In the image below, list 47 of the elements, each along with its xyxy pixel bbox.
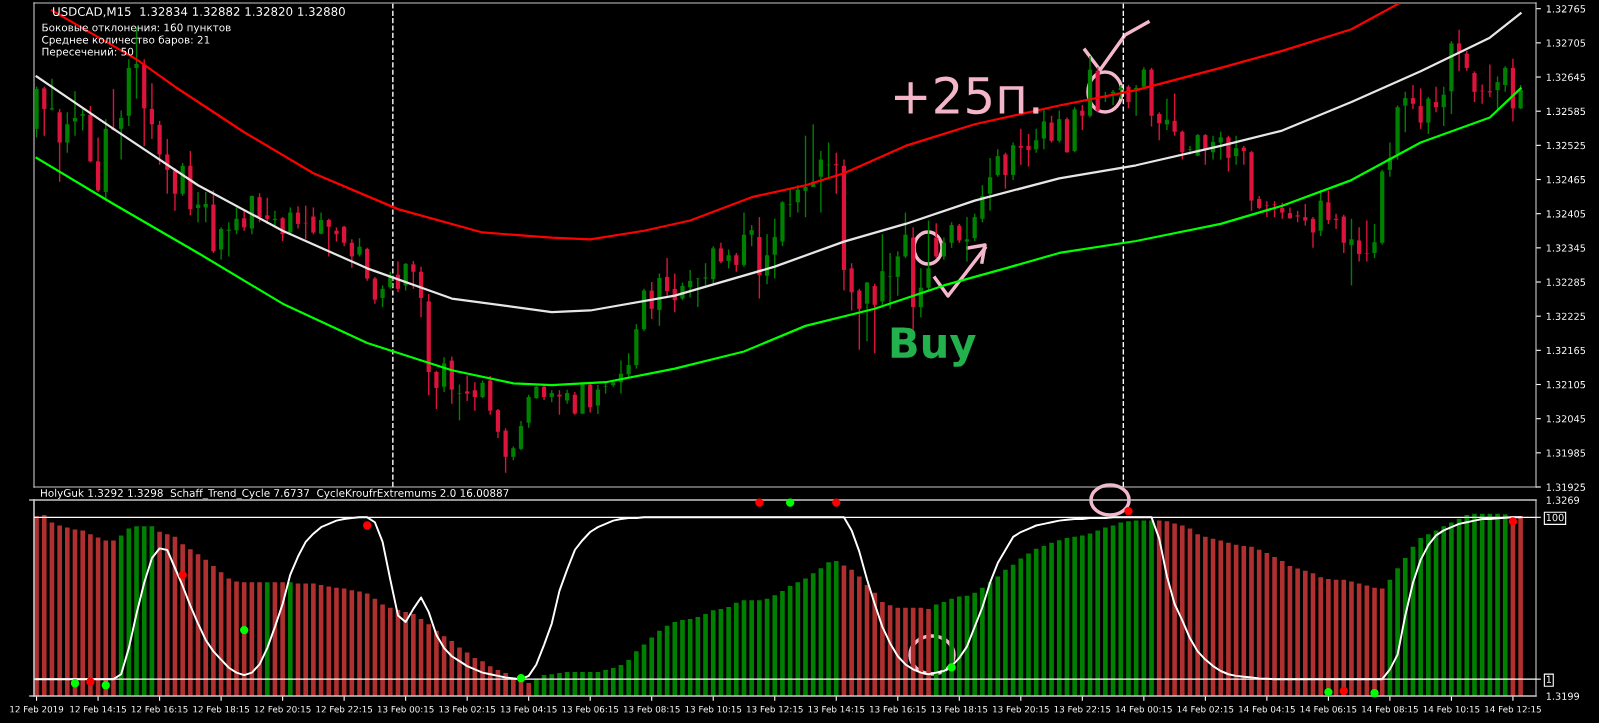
x-tick-label: 12 Feb 14:15 (70, 705, 127, 713)
y-tick-label: 1.3199 (1546, 692, 1580, 700)
x-tick-label: 13 Feb 02:15 (439, 705, 496, 713)
x-tick-label: 14 Feb 08:15 (1362, 705, 1418, 713)
x-tick-label: 12 Feb 18:15 (193, 705, 250, 713)
x-tick-label: 12 Feb 2019 (10, 705, 64, 713)
y-tick-label: 1.3269 (1546, 496, 1580, 504)
x-tick-label: 13 Feb 00:15 (377, 705, 434, 713)
x-tick-label: 13 Feb 20:15 (993, 705, 1049, 713)
text: HolyGuk 1.3292 1.3298 Schaff_Trend_Cycle 7.6737 CycleKroufrExtremums 2.0 16.00887 (41, 488, 509, 500)
x-tick-label: 13 Feb 14:15 (808, 705, 865, 713)
y2-tick-label: 1 (1546, 675, 1552, 683)
y-tick-label: 1.32105 (1546, 380, 1586, 389)
x-tick-label: 13 Feb 22:15 (1054, 705, 1111, 713)
x-tick-label: 12 Feb 16:15 (131, 705, 188, 713)
x-tick-label: 13 Feb 12:15 (747, 705, 803, 713)
y-tick-label: 1.32465 (1546, 176, 1586, 184)
annotation: +25п. (894, 76, 1039, 115)
x-tick-label: 14 Feb 12:15 (1485, 705, 1541, 713)
x-tick-label: 13 Feb 04:15 (500, 705, 557, 713)
x-tick-label: 13 Feb 06:15 (562, 705, 619, 713)
x-tick-label: 12 Feb 22:15 (316, 705, 373, 713)
y-tick-label: 1.32585 (1546, 107, 1586, 116)
y2-tick-label: 100 (1546, 513, 1564, 522)
y-tick-label: 1.31925 (1546, 483, 1586, 491)
x-tick-label: 13 Feb 08:15 (623, 705, 680, 713)
y-tick-label: 1.32345 (1546, 244, 1586, 252)
x-tick-label: 13 Feb 18:15 (931, 705, 988, 713)
y-tick-label: 1.31985 (1546, 449, 1586, 457)
x-tick-label: 14 Feb 00:15 (1116, 705, 1172, 713)
x-tick-label: 13 Feb 16:15 (870, 705, 926, 713)
y-tick-label: 1.32525 (1546, 141, 1586, 150)
y-tick-label: 1.32405 (1546, 210, 1586, 218)
y-tick-label: 1.32705 (1546, 39, 1586, 47)
x-tick-label: 12 Feb 20:15 (254, 705, 311, 713)
x-tick-label: 13 Feb 10:15 (685, 705, 742, 713)
y-tick-label: 1.32225 (1546, 312, 1586, 321)
y-tick-label: 1.32765 (1546, 5, 1586, 13)
x-tick-label: 14 Feb 04:15 (1239, 705, 1295, 713)
y-tick-label: 1.32285 (1546, 278, 1586, 286)
x-tick-label: 14 Feb 10:15 (1423, 705, 1480, 713)
x-tick-label: 14 Feb 02:15 (1177, 705, 1234, 713)
annotation: Buy (891, 327, 976, 367)
y-tick-label: 1.32045 (1546, 415, 1586, 423)
y-tick-label: 1.32645 (1546, 73, 1586, 81)
x-tick-label: 14 Feb 06:15 (1300, 705, 1357, 713)
y-tick-label: 1.32165 (1546, 346, 1586, 355)
